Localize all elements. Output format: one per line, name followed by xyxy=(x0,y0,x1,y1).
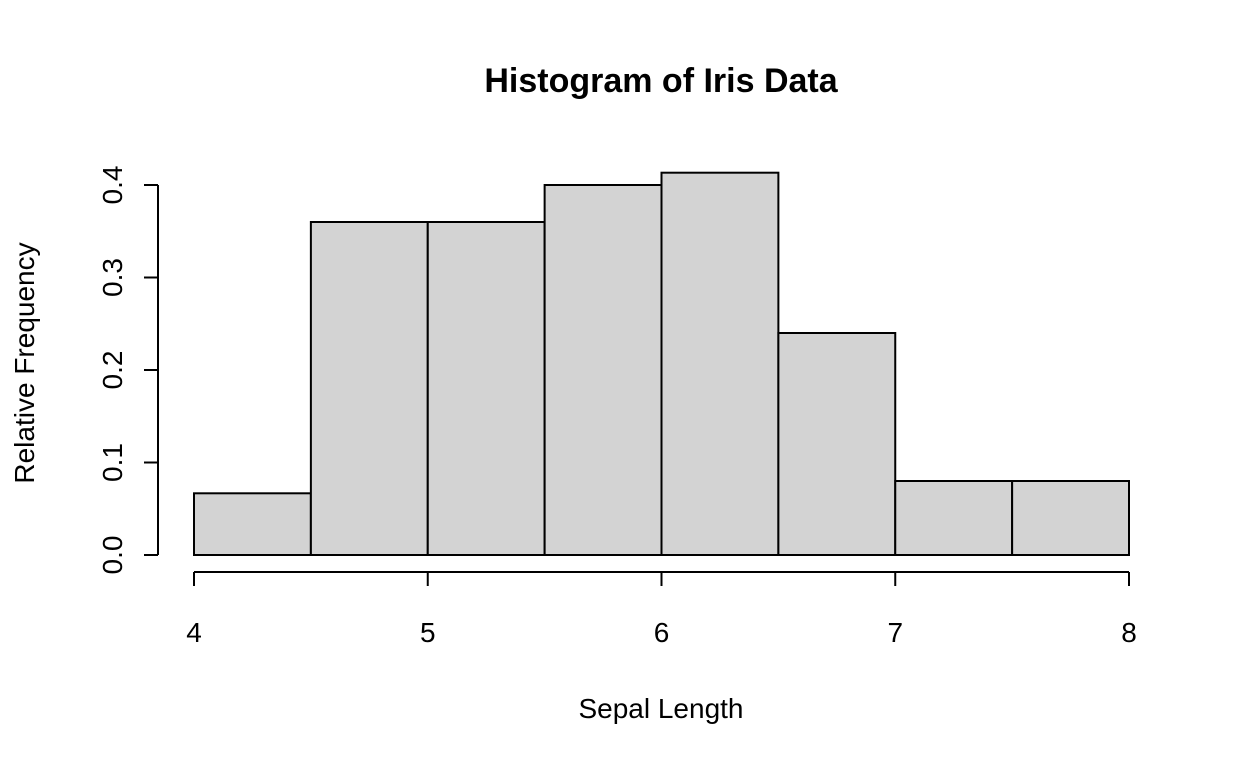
x-tick-label: 8 xyxy=(1121,617,1137,648)
chart-title: Histogram of Iris Data xyxy=(484,62,838,100)
histogram-bar-3 xyxy=(426,221,546,556)
y-axis-label: Relative Frequency xyxy=(9,242,40,483)
histogram-bar-2 xyxy=(309,221,429,556)
y-tick-label: 0.2 xyxy=(97,351,128,390)
bars-group xyxy=(193,171,1130,556)
y-axis: 0.0 0.1 0.2 0.3 0.4 xyxy=(97,166,159,575)
x-axis: 4 5 6 7 8 xyxy=(186,571,1137,648)
y-tick-label: 0.4 xyxy=(97,166,128,205)
histogram-bar-1 xyxy=(193,492,312,556)
x-tick-label: 7 xyxy=(887,617,903,648)
histogram-bar-7 xyxy=(894,480,1014,556)
y-tick-label: 0.1 xyxy=(97,443,128,482)
histogram-bar-8 xyxy=(1011,480,1130,556)
y-tick-label: 0.0 xyxy=(97,536,128,575)
x-tick-label: 5 xyxy=(420,617,436,648)
x-axis-label: Sepal Length xyxy=(578,693,743,724)
histogram-bar-6 xyxy=(777,332,897,556)
histogram-bar-4 xyxy=(543,184,663,556)
y-tick-label: 0.3 xyxy=(97,258,128,297)
histogram-bar-5 xyxy=(660,171,780,556)
x-tick-label: 4 xyxy=(186,617,202,648)
x-tick-label: 6 xyxy=(654,617,670,648)
